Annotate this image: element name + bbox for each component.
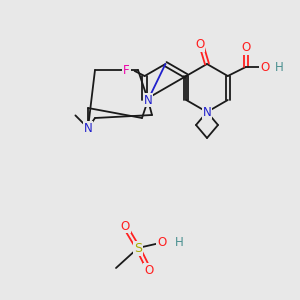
Text: N: N bbox=[84, 122, 92, 134]
Text: S: S bbox=[134, 242, 142, 254]
Text: O: O bbox=[120, 220, 130, 232]
Text: H: H bbox=[175, 236, 183, 250]
Text: O: O bbox=[260, 61, 269, 74]
Text: N: N bbox=[202, 106, 211, 118]
Text: O: O bbox=[144, 263, 154, 277]
Text: N: N bbox=[144, 94, 152, 106]
Text: H: H bbox=[275, 61, 284, 74]
Text: F: F bbox=[123, 64, 130, 77]
Text: O: O bbox=[158, 236, 166, 250]
Text: O: O bbox=[195, 38, 205, 51]
Text: O: O bbox=[241, 40, 250, 54]
